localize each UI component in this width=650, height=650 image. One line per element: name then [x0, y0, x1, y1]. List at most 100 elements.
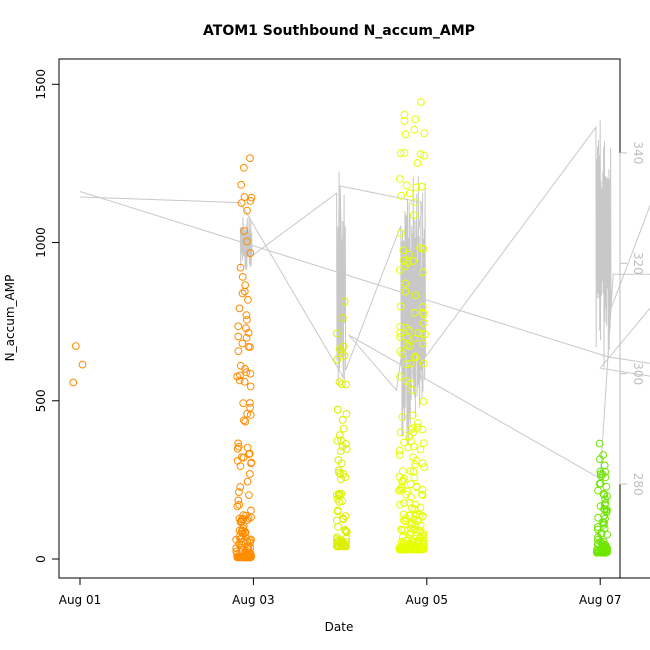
y-axis-label: N_accum_AMP — [3, 275, 17, 362]
scatter-point — [400, 526, 409, 534]
scatter-point — [244, 545, 253, 554]
scatter-point — [419, 308, 427, 317]
scatter-point — [600, 545, 608, 554]
scatter-point — [396, 372, 404, 381]
scatter-point — [420, 310, 429, 319]
scatter-point — [410, 308, 419, 317]
scatter-point — [411, 115, 420, 124]
scatter-point — [333, 405, 342, 414]
scatter-point — [405, 189, 414, 198]
scatter-point — [242, 333, 251, 342]
x-tick-label: Aug 01 — [59, 593, 102, 607]
scatter-point — [241, 417, 250, 426]
scatter-point — [339, 314, 347, 322]
scatter-point — [416, 445, 425, 454]
scatter-point — [397, 525, 406, 534]
scatter-point — [335, 431, 344, 440]
scatter-point — [602, 482, 611, 491]
scatter-point — [243, 410, 252, 418]
scatter-point — [239, 399, 248, 408]
scatter-point — [416, 521, 425, 530]
scatter-point — [410, 473, 419, 482]
line-connectors — [79, 185, 650, 480]
scatter-point — [397, 229, 405, 238]
scatter-point — [337, 436, 346, 445]
scatter-point — [408, 386, 417, 395]
scatter-point — [243, 477, 252, 486]
scatter-point — [406, 342, 414, 350]
scatter-point — [236, 371, 244, 380]
scatter-point — [601, 499, 610, 508]
scatter-point — [338, 514, 347, 523]
scatter-point — [419, 359, 428, 368]
scatter-point — [418, 329, 427, 338]
scatter-point — [405, 499, 414, 507]
scatter-point — [78, 360, 87, 369]
scatter-point — [411, 352, 420, 361]
scatter-point — [341, 512, 350, 521]
y2-tick-label: 280 — [631, 473, 645, 496]
scatter-point — [236, 263, 245, 272]
scatter-point — [402, 377, 411, 386]
scatter-point — [409, 428, 418, 437]
scatter-point — [338, 380, 346, 389]
scatter-point — [247, 458, 256, 467]
scatter-point — [396, 302, 405, 311]
scatter-point — [598, 518, 607, 526]
scatter-point — [396, 149, 405, 158]
scatter-point — [334, 456, 343, 464]
scatter-point — [233, 502, 242, 511]
scatter-point — [407, 520, 416, 529]
scatter-point — [409, 257, 418, 265]
scatter-point — [410, 334, 419, 343]
scatter-point — [414, 419, 422, 428]
scatter-point — [412, 483, 421, 492]
scatter-point — [246, 411, 255, 419]
scatter-point — [594, 536, 602, 544]
scatter-point — [237, 180, 246, 189]
scatter-point — [400, 117, 409, 125]
scatter-point — [411, 291, 420, 300]
scatter-point — [396, 347, 405, 356]
scatter-point — [416, 150, 425, 159]
scatter-point — [233, 552, 242, 561]
scatter-point — [395, 446, 404, 455]
scatter-point — [399, 246, 408, 255]
scatter-point — [244, 295, 252, 304]
scatter-point — [235, 488, 243, 497]
scatter-point — [396, 175, 404, 183]
scatter-point — [417, 98, 425, 106]
scatter-point — [242, 311, 251, 320]
scatter-point — [336, 447, 345, 456]
scatter-point — [398, 526, 406, 535]
scatter-point — [409, 453, 418, 462]
scatter-point — [407, 528, 416, 537]
scatter-point — [340, 297, 349, 306]
scatter-point — [238, 289, 247, 298]
scatter-point — [240, 193, 249, 201]
scatter-point — [413, 423, 422, 432]
scatter-point — [420, 319, 428, 328]
scatter-point — [340, 351, 349, 360]
scatter-point — [245, 491, 253, 500]
scatter-point — [414, 329, 423, 337]
scatter-point — [601, 468, 610, 476]
scatter-point — [594, 486, 602, 495]
scatter-point — [243, 316, 251, 324]
scatter-point — [412, 528, 420, 537]
scatter-point — [420, 463, 429, 472]
scatter-point — [395, 451, 404, 460]
scatter-point — [412, 183, 421, 192]
scatter-point — [244, 328, 253, 337]
scatter-point — [418, 339, 427, 348]
scatter-point — [418, 268, 427, 277]
x-axis-label: Date — [325, 620, 354, 634]
scatter-point — [69, 378, 78, 387]
scatter-point — [235, 500, 244, 509]
scatter-point — [243, 516, 252, 524]
scatter-point — [418, 459, 427, 468]
scatter-point — [242, 324, 250, 333]
scatter-point — [234, 332, 243, 341]
y2-tick-label: 300 — [631, 362, 645, 385]
